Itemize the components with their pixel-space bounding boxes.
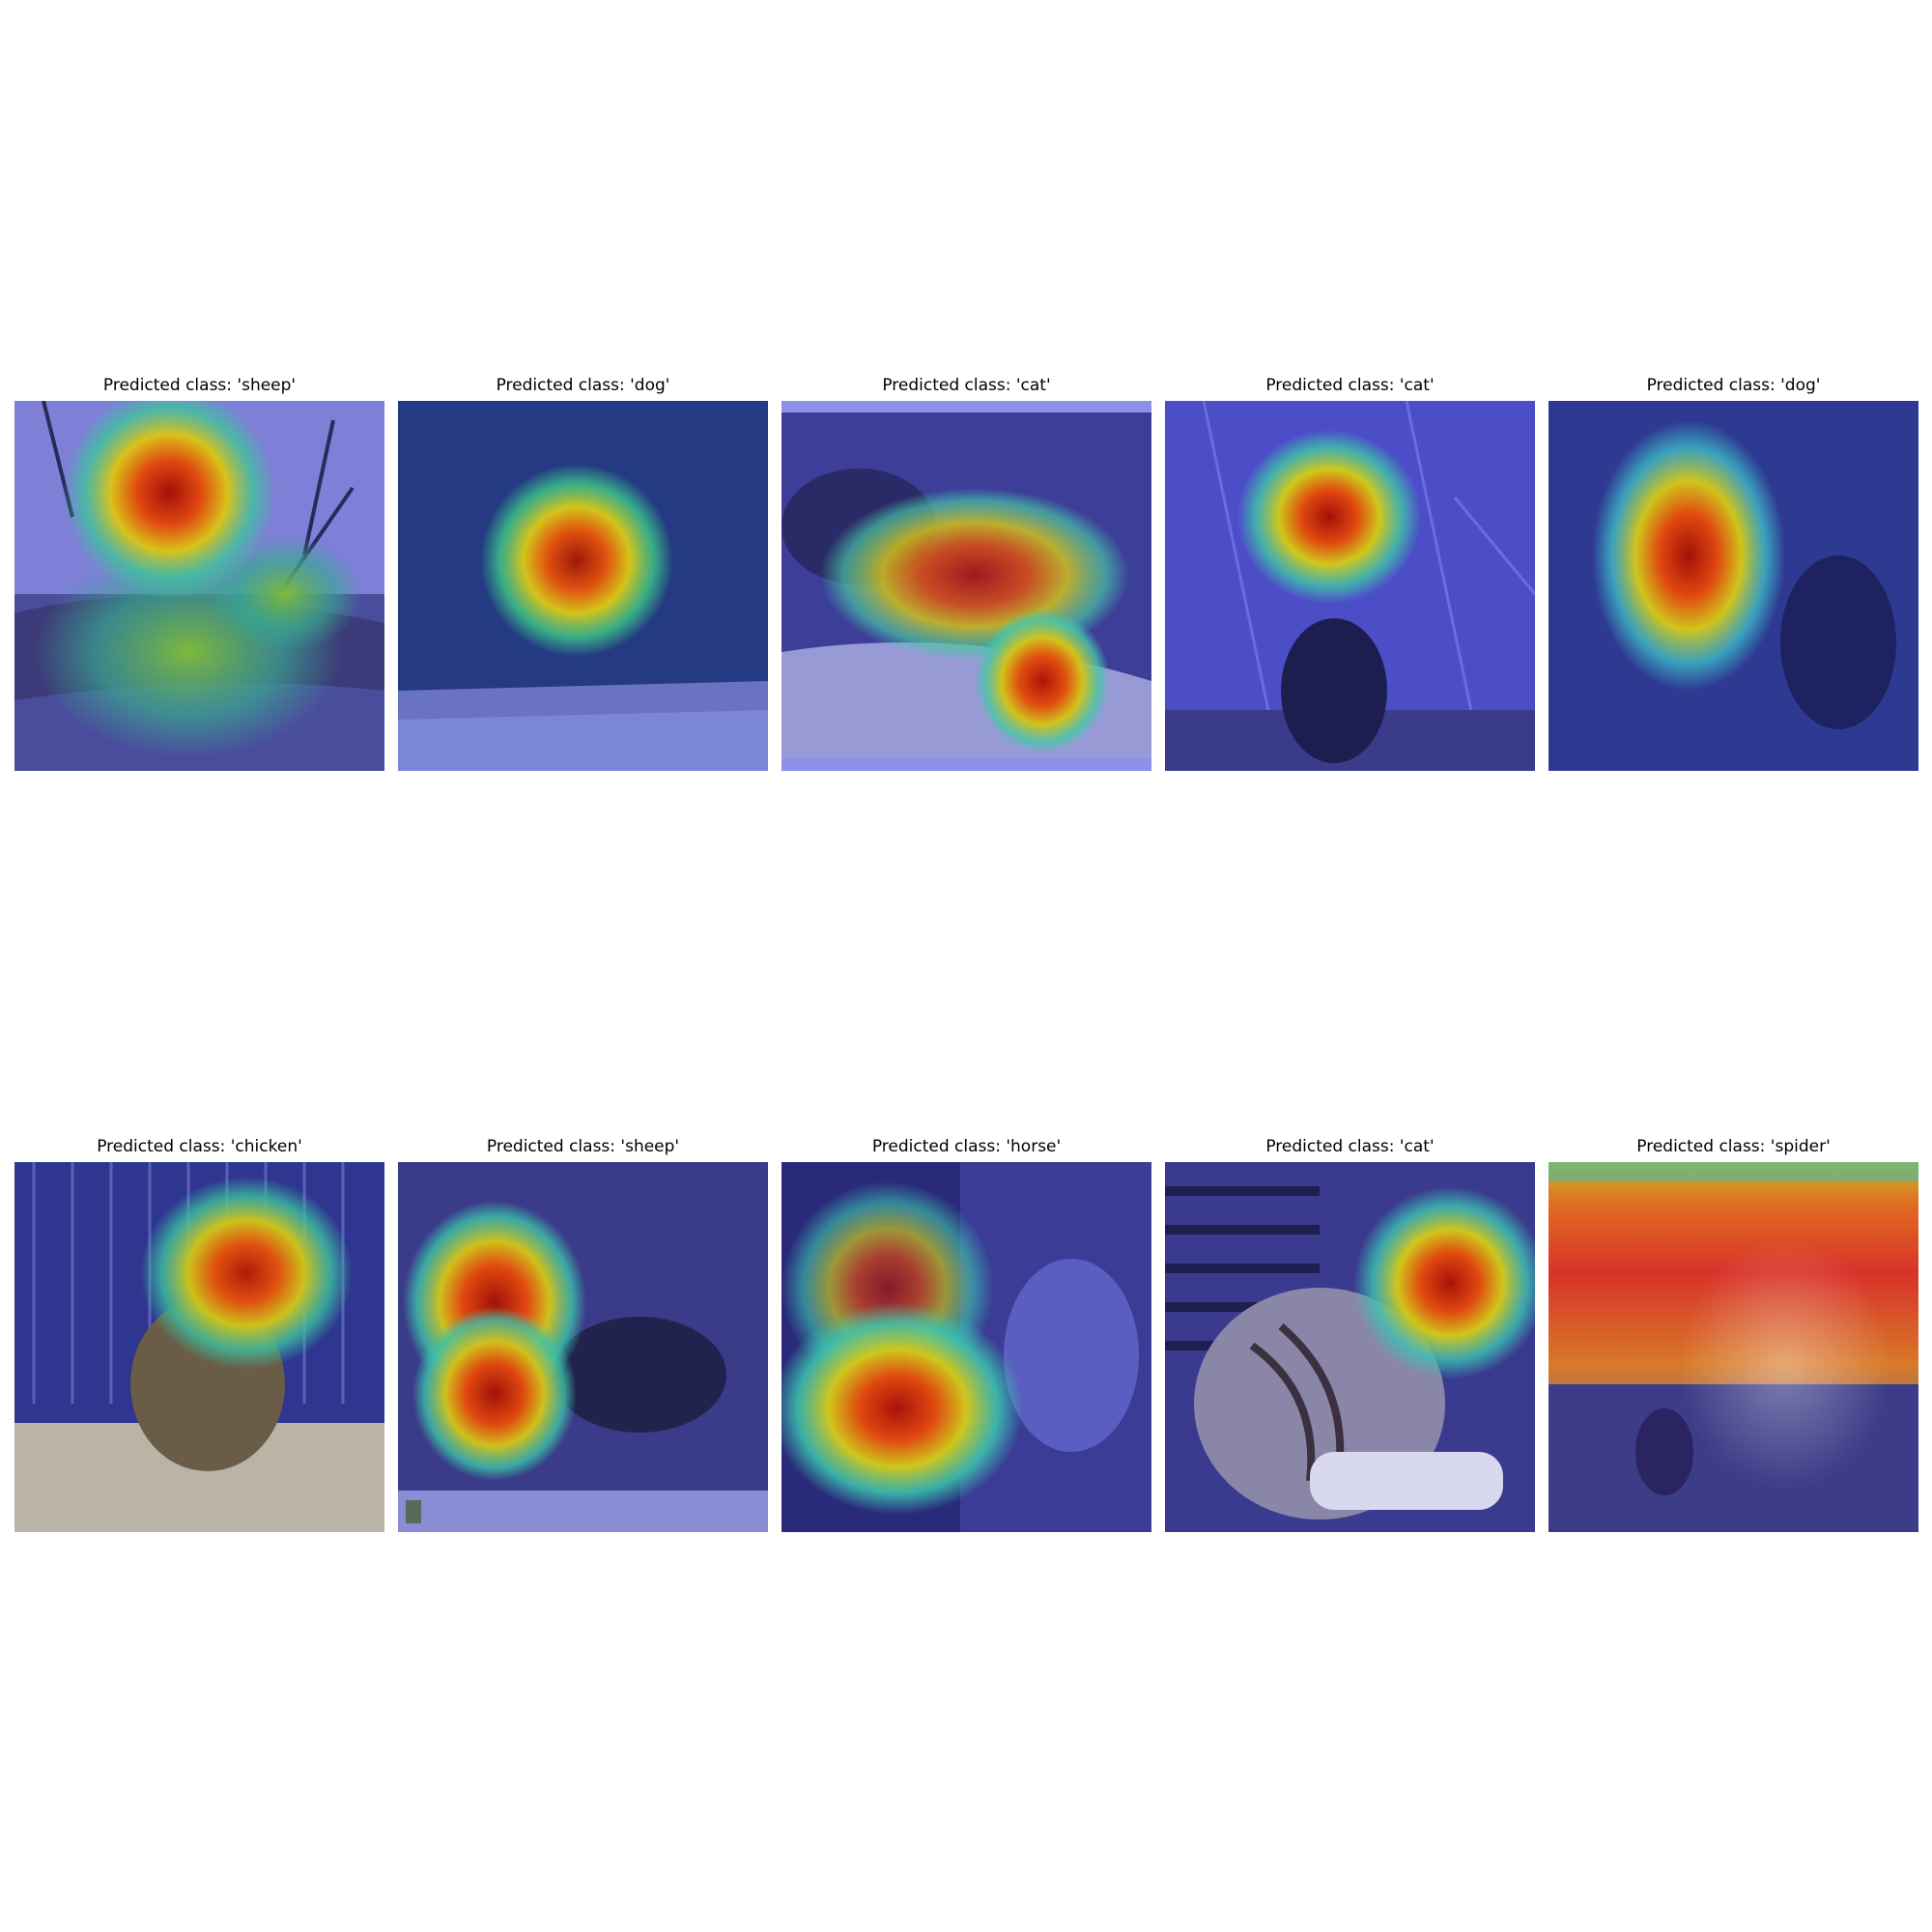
gradcam-heatmap-image bbox=[781, 1162, 1151, 1532]
panel-caption: Predicted class: 'cat' bbox=[1265, 376, 1435, 395]
gradcam-heatmap-image bbox=[1165, 401, 1535, 771]
panel-caption: Predicted class: 'cat' bbox=[1265, 1137, 1435, 1156]
panel-caption: Predicted class: 'sheep' bbox=[102, 376, 297, 395]
gradcam-heatmap-image bbox=[1548, 1162, 1918, 1532]
gradcam-heatmap-image bbox=[1548, 401, 1918, 771]
gradcam-heatmap-image bbox=[1165, 1162, 1535, 1532]
panel-caption: Predicted class: 'dog' bbox=[496, 376, 670, 395]
panel-caption: Predicted class: 'cat' bbox=[882, 376, 1051, 395]
panel-caption: Predicted class: 'horse' bbox=[871, 1137, 1062, 1156]
panel-caption: Predicted class: 'sheep' bbox=[486, 1137, 680, 1156]
gradcam-heatmap-image bbox=[398, 1162, 768, 1532]
gradcam-heatmap-image bbox=[398, 401, 768, 771]
gradcam-heatmap-image bbox=[14, 401, 384, 771]
gradcam-heatmap-image bbox=[781, 401, 1151, 771]
panel-caption: Predicted class: 'spider' bbox=[1636, 1137, 1831, 1156]
gradcam-heatmap-image bbox=[14, 1162, 384, 1532]
panel-caption: Predicted class: 'dog' bbox=[1646, 376, 1821, 395]
panel-caption: Predicted class: 'chicken' bbox=[97, 1137, 302, 1156]
